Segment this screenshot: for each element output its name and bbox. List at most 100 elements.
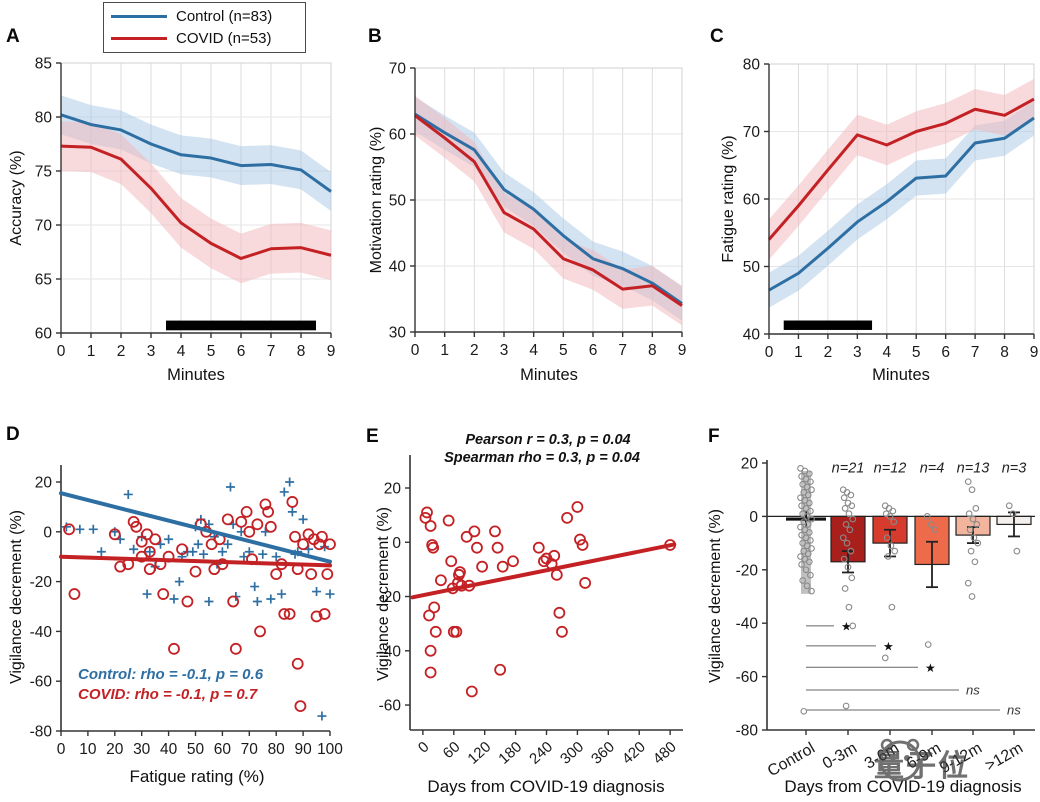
datapoints-3-6m bbox=[881, 502, 899, 662]
control-line bbox=[768, 116, 1035, 292]
control-line bbox=[60, 113, 332, 193]
covid-ci-band bbox=[61, 121, 331, 284]
svg-text:-60: -60 bbox=[30, 674, 53, 691]
svg-text:60: 60 bbox=[214, 741, 232, 758]
svg-text:9: 9 bbox=[678, 342, 687, 359]
svg-text:0: 0 bbox=[765, 344, 774, 361]
svg-text:30: 30 bbox=[133, 741, 151, 758]
svg-text:0: 0 bbox=[749, 509, 758, 526]
svg-text:2: 2 bbox=[470, 342, 479, 359]
covid-ci-band bbox=[769, 78, 1034, 260]
datapoints-Control bbox=[797, 464, 815, 715]
x-label-minutes-c: Minutes bbox=[872, 366, 930, 384]
svg-text:0: 0 bbox=[415, 738, 433, 756]
svg-text:n=13: n=13 bbox=[957, 460, 990, 476]
legend-label-covid: COVID (n=53) bbox=[176, 30, 272, 47]
panel-D-chart: -80 -60 -40 -20 0 20 0 10 20 30 40 50 60 70 80 90 100 bbox=[30, 465, 343, 758]
svg-text:9: 9 bbox=[327, 343, 336, 360]
svg-text:40: 40 bbox=[743, 327, 761, 344]
control-line bbox=[414, 112, 683, 305]
covid-line bbox=[414, 114, 683, 307]
svg-text:60: 60 bbox=[35, 326, 53, 343]
svg-text:-20: -20 bbox=[30, 574, 53, 591]
datapoints-6-9m bbox=[923, 513, 939, 648]
x-label-minutes-a: Minutes bbox=[167, 366, 225, 384]
svg-text:85: 85 bbox=[35, 56, 52, 73]
svg-text:40: 40 bbox=[160, 741, 178, 758]
panel-letter-d: D bbox=[6, 424, 20, 445]
svg-text:5: 5 bbox=[207, 343, 216, 360]
svg-text:5: 5 bbox=[559, 342, 568, 359]
svg-text:3: 3 bbox=[853, 344, 862, 361]
svg-text:ns: ns bbox=[966, 682, 980, 697]
control-ci-band bbox=[61, 95, 331, 211]
svg-text:50: 50 bbox=[743, 259, 761, 276]
svg-text:0: 0 bbox=[57, 343, 66, 360]
svg-text:1: 1 bbox=[794, 344, 803, 361]
svg-text:120: 120 bbox=[464, 738, 494, 767]
svg-text:5: 5 bbox=[912, 344, 921, 361]
y-label-fatigue: Fatigue rating (%) bbox=[720, 135, 737, 263]
svg-text:★: ★ bbox=[925, 661, 936, 675]
svg-text:1: 1 bbox=[87, 343, 96, 360]
panel-letter-a: A bbox=[6, 26, 20, 47]
control-scatter-points bbox=[61, 477, 335, 721]
svg-text:360: 360 bbox=[588, 738, 618, 767]
svg-text:180: 180 bbox=[495, 738, 525, 767]
panel-A-chart: 60 65 70 75 80 85 0 1 2 3 4 5 6 7 8 9 bbox=[35, 56, 336, 361]
covid-ci-band bbox=[415, 95, 682, 326]
svg-text:80: 80 bbox=[35, 110, 53, 127]
y-label-vigilance-e: Vigilance decrement (%) bbox=[375, 506, 392, 682]
covid-regression-line bbox=[410, 542, 677, 600]
legend-item-covid: COVID (n=53) bbox=[111, 30, 297, 47]
svg-text:1: 1 bbox=[440, 342, 449, 359]
svg-text:6: 6 bbox=[941, 344, 950, 361]
svg-text:ns: ns bbox=[1007, 702, 1021, 717]
control-line-swatch bbox=[111, 15, 167, 18]
svg-text:4: 4 bbox=[177, 343, 186, 360]
legend: Control (n=83) COVID (n=53) bbox=[103, 2, 306, 53]
covid-scatter-points bbox=[419, 501, 677, 698]
svg-text:20: 20 bbox=[35, 475, 53, 492]
datapoints->12m bbox=[1005, 502, 1021, 555]
svg-text:-40: -40 bbox=[379, 643, 402, 660]
svg-text:9: 9 bbox=[1030, 344, 1039, 361]
y-label-vigilance-f: Vigilance decrement (%) bbox=[707, 508, 724, 684]
svg-text:-40: -40 bbox=[30, 624, 53, 641]
svg-text:7: 7 bbox=[267, 343, 276, 360]
svg-text:7: 7 bbox=[971, 344, 980, 361]
svg-text:60: 60 bbox=[440, 738, 464, 762]
svg-text:0: 0 bbox=[392, 535, 401, 552]
y-label-accuracy: Accuracy (%) bbox=[8, 150, 25, 246]
svg-text:480: 480 bbox=[650, 738, 680, 767]
svg-text:4: 4 bbox=[882, 344, 891, 361]
panel-letter-f: F bbox=[708, 426, 720, 447]
svg-text:7: 7 bbox=[618, 342, 627, 359]
panel-E-chart: -60 -40 -20 0 20 0 60 120 180 240 300 360 420 480 bbox=[379, 455, 683, 768]
svg-text:-20: -20 bbox=[379, 589, 402, 606]
svg-text:240: 240 bbox=[526, 738, 556, 767]
svg-text:6-9m: 6-9m bbox=[904, 740, 944, 773]
svg-text:0-3m: 0-3m bbox=[820, 740, 860, 773]
svg-text:3-6m: 3-6m bbox=[862, 740, 902, 773]
svg-text:100: 100 bbox=[317, 741, 343, 758]
svg-text:20: 20 bbox=[741, 456, 759, 473]
covid-line bbox=[60, 144, 332, 260]
svg-text:6: 6 bbox=[589, 342, 598, 359]
svg-text:30: 30 bbox=[389, 325, 407, 342]
svg-text:6: 6 bbox=[237, 343, 246, 360]
significance-bar bbox=[166, 320, 316, 331]
stats-covid-rho: COVID: rho = -0.1, p = 0.7 bbox=[78, 686, 258, 703]
svg-text:★: ★ bbox=[883, 639, 894, 653]
covid-line-swatch bbox=[111, 37, 167, 40]
panel-letter-e: E bbox=[366, 426, 379, 447]
svg-text:300: 300 bbox=[557, 738, 587, 767]
svg-text:-80: -80 bbox=[30, 724, 53, 741]
svg-text:70: 70 bbox=[241, 741, 259, 758]
svg-text:9-12m: 9-12m bbox=[937, 740, 985, 777]
svg-text:420: 420 bbox=[619, 738, 649, 767]
svg-text:60: 60 bbox=[743, 192, 761, 209]
svg-text:70: 70 bbox=[35, 218, 53, 235]
svg-text:8: 8 bbox=[1000, 344, 1009, 361]
